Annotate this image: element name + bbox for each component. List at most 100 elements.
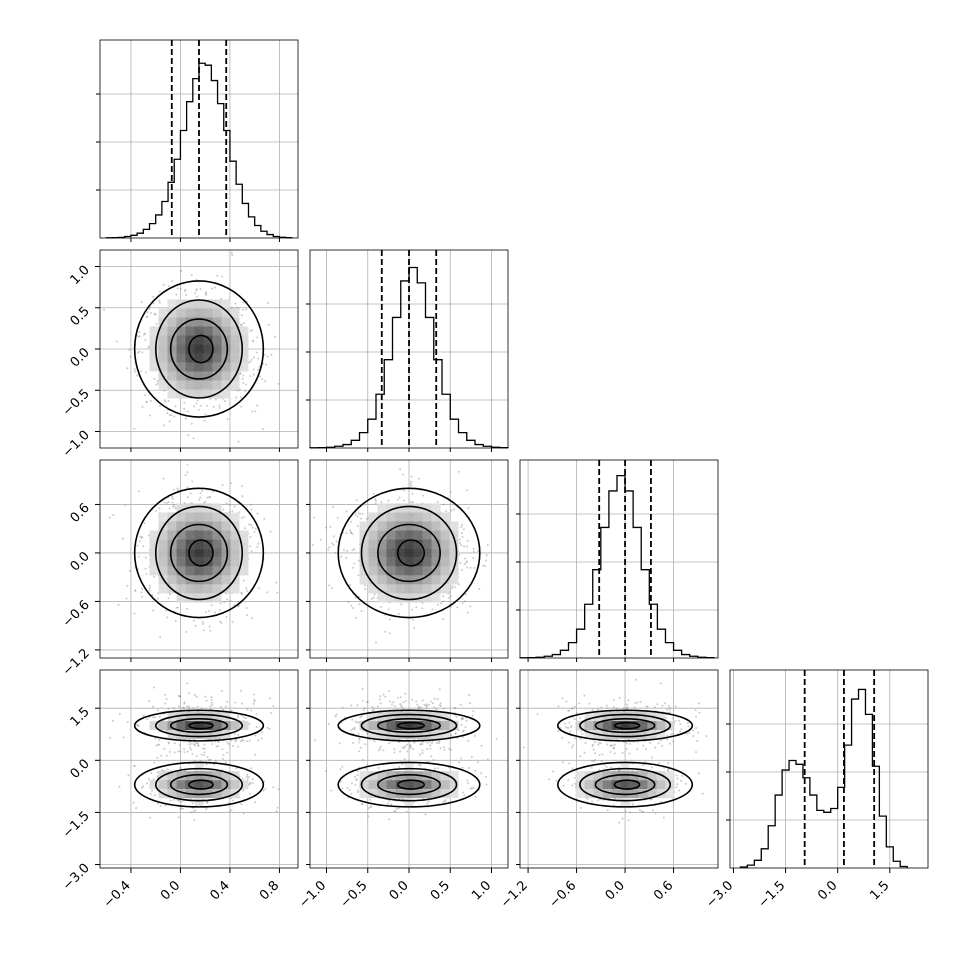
scatter-point bbox=[335, 540, 338, 543]
density-cell bbox=[203, 389, 213, 399]
scatter-point bbox=[127, 774, 130, 777]
scatter-point bbox=[266, 301, 269, 304]
scatter-point bbox=[241, 484, 244, 487]
scatter-point bbox=[460, 569, 463, 572]
scatter-point bbox=[418, 707, 421, 710]
scatter-point bbox=[379, 702, 382, 705]
scatter-point bbox=[257, 542, 260, 545]
scatter-point bbox=[421, 749, 424, 752]
scatter-point bbox=[562, 784, 565, 787]
scatter-point bbox=[361, 700, 364, 703]
scatter-point bbox=[416, 703, 419, 706]
density-cell bbox=[203, 557, 213, 567]
density-cell bbox=[158, 353, 168, 363]
scatter-point bbox=[171, 497, 174, 500]
scatter-point bbox=[179, 808, 182, 811]
scatter-point bbox=[379, 745, 382, 748]
scatter-point bbox=[395, 807, 398, 810]
density-cell bbox=[185, 584, 195, 594]
scatter-point bbox=[140, 370, 143, 373]
scatter-point bbox=[332, 506, 335, 509]
scatter-point bbox=[482, 564, 485, 567]
scatter-point bbox=[270, 353, 273, 356]
density-cell bbox=[431, 503, 441, 513]
scatter-point bbox=[695, 751, 698, 754]
scatter-point bbox=[639, 700, 642, 703]
density-cell bbox=[185, 371, 195, 381]
scatter-point bbox=[605, 704, 608, 707]
scatter-point bbox=[253, 530, 256, 533]
scatter-point bbox=[162, 284, 165, 287]
scatter-point bbox=[239, 689, 242, 692]
scatter-point bbox=[237, 733, 240, 736]
scatter-point bbox=[332, 535, 335, 538]
scatter-point bbox=[252, 339, 255, 342]
scatter-point bbox=[449, 491, 452, 494]
scatter-point bbox=[140, 536, 143, 539]
scatter-point bbox=[185, 630, 188, 633]
scatter-point bbox=[180, 807, 183, 810]
scatter-point bbox=[214, 398, 217, 401]
scatter-point bbox=[171, 501, 174, 504]
density-cell bbox=[422, 503, 432, 513]
scatter-point bbox=[276, 591, 279, 594]
scatter-point bbox=[137, 490, 140, 493]
scatter-point bbox=[136, 334, 139, 337]
x-tick-label: −0.6 bbox=[546, 878, 579, 911]
scatter-point bbox=[384, 695, 387, 698]
scatter-point bbox=[205, 763, 208, 766]
scatter-point bbox=[374, 498, 377, 501]
density-cell bbox=[449, 539, 459, 549]
scatter-point bbox=[239, 372, 242, 375]
scatter-point bbox=[668, 742, 671, 745]
scatter-point bbox=[375, 641, 378, 644]
scatter-point bbox=[234, 740, 237, 743]
scatter-point bbox=[356, 525, 359, 528]
scatter-point bbox=[145, 400, 148, 403]
x-tick-label: 1.0 bbox=[469, 878, 494, 903]
density-cell bbox=[386, 780, 396, 790]
density-cell bbox=[203, 344, 213, 354]
scatter-point bbox=[430, 742, 433, 745]
density-cell bbox=[230, 557, 240, 567]
scatter-point bbox=[634, 702, 637, 705]
density-cell bbox=[185, 308, 195, 318]
scatter-point bbox=[261, 731, 264, 734]
density-cell bbox=[431, 512, 441, 522]
scatter-point bbox=[669, 733, 672, 736]
density-cell bbox=[449, 575, 459, 585]
density-cell bbox=[440, 557, 450, 567]
density-cell bbox=[404, 548, 414, 558]
density-cell bbox=[404, 575, 414, 585]
density-cell bbox=[239, 548, 249, 558]
scatter-point bbox=[371, 706, 374, 709]
scatter-point bbox=[255, 713, 258, 716]
scatter-point bbox=[345, 557, 348, 560]
scatter-point bbox=[210, 604, 213, 607]
y-tick-label: 0.0 bbox=[68, 757, 93, 782]
scatter-point bbox=[606, 707, 609, 710]
scatter-point bbox=[214, 760, 217, 763]
density-cell bbox=[176, 380, 186, 390]
scatter-point bbox=[438, 740, 441, 743]
scatter-point bbox=[644, 747, 647, 750]
density-cell bbox=[395, 512, 405, 522]
density-cell bbox=[212, 575, 222, 585]
density-cell bbox=[194, 317, 204, 327]
scatter-point bbox=[606, 743, 609, 746]
density-cell bbox=[176, 362, 186, 372]
joint-panel-2-0 bbox=[99, 459, 299, 659]
scatter-point bbox=[438, 688, 441, 691]
scatter-point bbox=[256, 404, 259, 407]
scatter-point bbox=[173, 415, 176, 418]
density-cell bbox=[158, 344, 168, 354]
scatter-point bbox=[350, 520, 353, 523]
density-cell bbox=[386, 548, 396, 558]
scatter-point bbox=[445, 510, 448, 513]
scatter-point bbox=[215, 745, 218, 748]
scatter-point bbox=[172, 503, 175, 506]
scatter-point bbox=[193, 405, 196, 408]
scatter-point bbox=[223, 601, 226, 604]
scatter-point bbox=[405, 810, 408, 813]
scatter-point bbox=[331, 542, 334, 545]
